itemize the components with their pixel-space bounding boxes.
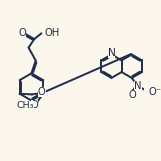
Text: O: O [19,28,26,38]
Text: CH₃: CH₃ [16,101,34,110]
Text: O: O [128,90,136,100]
Text: N: N [108,48,115,58]
Text: O: O [38,87,46,97]
Text: O⁻: O⁻ [148,86,161,96]
Text: N: N [134,80,142,90]
Text: OH: OH [45,28,60,38]
Text: O: O [31,100,38,110]
